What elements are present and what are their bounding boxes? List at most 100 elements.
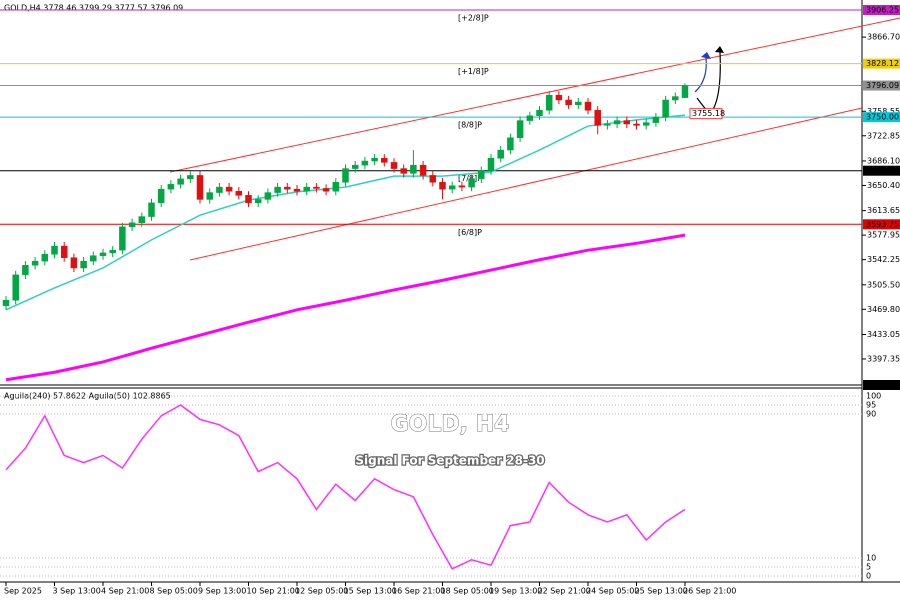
level-box <box>863 5 900 15</box>
marker-box <box>689 108 723 120</box>
marker-label: 3755.18 <box>692 109 725 118</box>
candle-body <box>157 188 165 204</box>
y-tick-label: 3758.55 <box>867 107 900 116</box>
channel-lower <box>189 107 863 261</box>
indicator-tick-label: 90 <box>866 410 876 419</box>
x-tick-label: 24 Sep 05:00 <box>586 587 639 596</box>
channel-upper <box>169 17 900 173</box>
candle-body <box>458 185 466 188</box>
level-label: 3750.00 <box>866 113 899 122</box>
level-box <box>863 80 900 91</box>
y-tick-label: 3650.40 <box>867 181 900 190</box>
x-tick-label: 16 Sep 21:00 <box>392 587 445 596</box>
candle-body <box>51 245 58 255</box>
candle-body <box>109 249 116 254</box>
level-box <box>863 112 900 123</box>
x-tick-label: 4 Sep 21:00 <box>101 587 149 596</box>
candle-body <box>672 96 679 101</box>
x-tick-label: 26 Sep 21:00 <box>683 587 736 596</box>
level-name: [6/8]P <box>458 228 482 237</box>
candle-body <box>429 175 437 183</box>
candle-body <box>322 188 330 192</box>
indicator-tick-label: 5 <box>866 563 871 572</box>
candle-body <box>361 160 369 166</box>
candle-body <box>468 178 475 188</box>
candle-body <box>332 182 340 192</box>
candle-body <box>148 202 155 217</box>
level-label: 3796.09 <box>866 81 899 90</box>
indicator-line <box>5 404 686 570</box>
x-tick-label: 3 Sep 13:00 <box>53 587 101 596</box>
x-tick-label: 18 Sep 05:00 <box>441 587 494 596</box>
candle-body <box>516 120 524 138</box>
y-tick-label: 3433.05 <box>867 330 900 339</box>
candle-body <box>390 162 398 169</box>
candle-body <box>604 123 611 126</box>
candle-body <box>303 186 310 192</box>
candle-body <box>99 252 107 256</box>
candle-body <box>351 164 359 169</box>
y-tick-label: 3542.25 <box>867 255 900 264</box>
x-tick-label: 12 Sep 05:00 <box>295 587 348 596</box>
candle-body <box>31 260 39 266</box>
x-tick-label: Sep 2025 <box>4 587 42 596</box>
candle-body <box>12 274 19 301</box>
marks: 3866.70 3758.55 3722.85 3686.10 3650.40 3613.… <box>0 5 900 596</box>
level-box <box>863 58 900 69</box>
candle-body <box>526 115 534 121</box>
candle-body <box>2 299 10 306</box>
indicator-tick-label: 95 <box>866 401 876 410</box>
candle-body <box>545 94 553 111</box>
candle-body <box>400 168 407 174</box>
candle-body <box>419 164 427 176</box>
x-tick-label: 25 Sep 13:00 <box>635 587 688 596</box>
arrow-blue-head <box>701 52 711 59</box>
candle-body <box>187 175 194 180</box>
candle-body <box>22 265 29 276</box>
candle-body <box>633 123 640 126</box>
candle-body <box>623 120 631 125</box>
candle-body <box>80 260 87 269</box>
candle-body <box>196 175 204 200</box>
candle-body <box>225 186 233 192</box>
candle-body <box>448 185 456 190</box>
x-tick-label: 9 Sep 13:00 <box>198 587 246 596</box>
candle-body <box>235 190 243 196</box>
candle-body <box>60 245 68 258</box>
level-label: 3671.88 <box>866 166 899 175</box>
level-label: 3906.25 <box>866 6 899 15</box>
candle-body <box>584 101 592 111</box>
candle-body <box>642 122 650 126</box>
candle-body <box>507 137 514 151</box>
candle-body <box>264 192 272 200</box>
candle-body <box>652 116 660 123</box>
y-tick-label: 3469.80 <box>867 305 900 314</box>
y-tick-label: 3866.70 <box>867 33 900 42</box>
y-tick-label: 3577.95 <box>867 231 900 240</box>
x-tick-label: 19 Sep 13:00 <box>489 587 542 596</box>
y-tick-label: 3505.50 <box>867 280 900 289</box>
arrow-black-head <box>715 46 724 53</box>
candle-body <box>536 110 543 117</box>
candle-body <box>662 99 669 118</box>
x-tick-label: 15 Sep 13:00 <box>344 587 397 596</box>
y-tick-label: 3397.35 <box>867 354 900 363</box>
candle-body <box>487 158 495 171</box>
candle-body <box>381 158 388 163</box>
candle-body <box>206 192 213 200</box>
indicator-tick-label: 10 <box>866 554 876 563</box>
level-name: [8/8]P <box>458 121 482 130</box>
candle-body <box>293 188 301 192</box>
candle-body <box>555 94 563 101</box>
candle-body <box>177 178 184 185</box>
level-box <box>863 219 900 230</box>
chart-subtitle: Signal For September 28-30 <box>355 454 544 468</box>
level-box <box>863 380 900 390</box>
candle-body <box>565 99 572 106</box>
candle-body <box>128 222 136 228</box>
candle-body <box>274 186 281 193</box>
candle-body <box>613 120 621 125</box>
level-label: 3828.12 <box>866 59 899 68</box>
